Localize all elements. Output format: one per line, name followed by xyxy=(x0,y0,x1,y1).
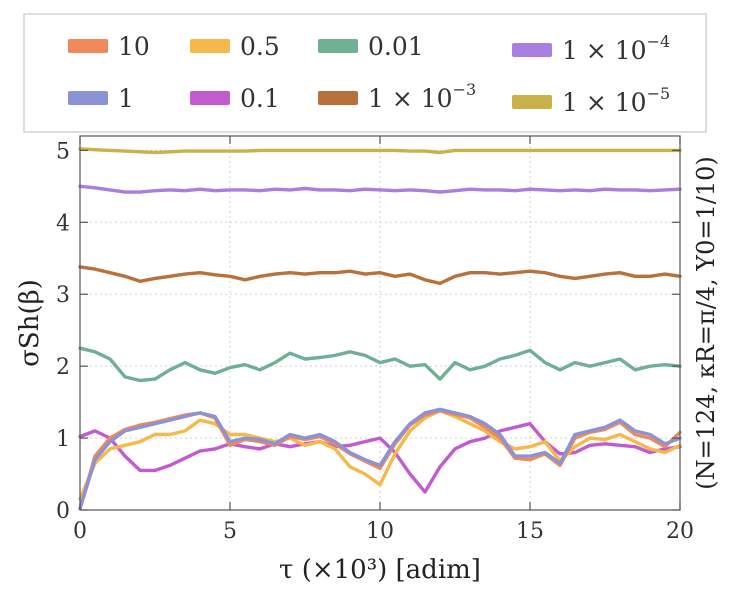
legend-label: 0.01 xyxy=(368,32,424,61)
series-line xyxy=(78,346,682,383)
x-tick-label: 20 xyxy=(666,519,694,544)
legend-entry: 0.1 xyxy=(190,84,280,113)
x-tick-label: 10 xyxy=(366,519,394,544)
series-line xyxy=(78,409,682,501)
legend-label: 0.5 xyxy=(240,32,280,61)
legend-label: 10 xyxy=(118,32,150,61)
y-tick-label: 2 xyxy=(56,355,70,380)
plot-area xyxy=(78,136,682,511)
legend-swatch xyxy=(190,91,230,105)
legend-swatch xyxy=(512,95,552,109)
legend-label: 1 xyxy=(118,84,134,113)
axes: 0 5 10 15 20 0 1 2 3 4 5 τ (×10³) [adim] σSh(β) (N=12… xyxy=(15,135,720,585)
legend-entry: 0.5 xyxy=(190,32,280,61)
legend-entry: 0.01 xyxy=(318,32,424,61)
series-line xyxy=(78,147,682,155)
series-line xyxy=(78,409,682,511)
x-axis-label: τ (×10³) [adim] xyxy=(279,555,481,585)
x-tick-label: 5 xyxy=(223,519,237,544)
y-tick-label: 4 xyxy=(56,211,70,236)
legend-entry: 10 xyxy=(68,32,150,61)
legend-swatch xyxy=(512,43,552,57)
series-line xyxy=(78,265,682,286)
legend-label: 0.1 xyxy=(240,84,280,113)
legend-swatch xyxy=(68,91,108,105)
y-tick-label: 1 xyxy=(56,427,70,452)
series-line xyxy=(78,407,682,511)
y-tick-label: 5 xyxy=(56,139,70,164)
series-line xyxy=(78,184,682,194)
y-axis-label: σSh(β) xyxy=(15,279,45,367)
x-tick-label: 15 xyxy=(516,519,544,544)
legend-entry: 1 xyxy=(68,84,134,113)
legend-swatch xyxy=(68,39,108,53)
parameter-label: (N=124, κR=π/4, Υ0=1/10) xyxy=(692,156,720,490)
series-line xyxy=(78,422,682,494)
legend-swatch xyxy=(318,91,358,105)
y-tick-label: 0 xyxy=(56,499,70,524)
legend-swatch xyxy=(190,39,230,53)
x-tick-label: 0 xyxy=(73,519,87,544)
y-tick-label: 3 xyxy=(56,283,70,308)
legend-swatch xyxy=(318,39,358,53)
legend-frame xyxy=(23,13,707,133)
